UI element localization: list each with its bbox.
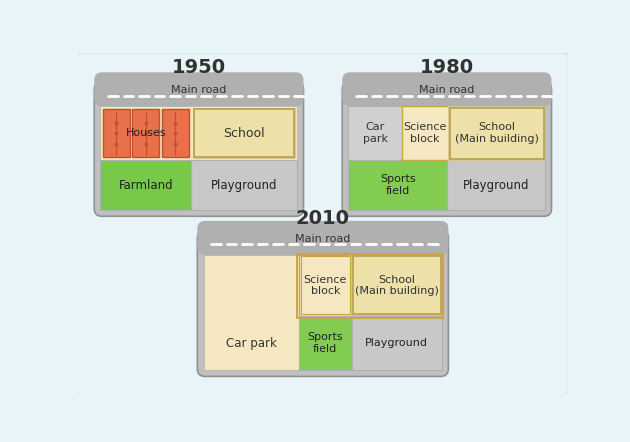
Text: Playground: Playground <box>211 179 277 192</box>
Bar <box>450 108 544 159</box>
Bar <box>348 106 546 210</box>
Text: 1950: 1950 <box>172 58 226 77</box>
FancyBboxPatch shape <box>197 230 449 377</box>
Bar <box>161 109 188 157</box>
FancyBboxPatch shape <box>342 81 551 216</box>
Text: Farmland: Farmland <box>118 179 173 192</box>
Bar <box>447 160 546 210</box>
Text: Car park: Car park <box>226 337 277 350</box>
Bar <box>351 255 442 317</box>
Bar <box>350 81 544 106</box>
Text: School: School <box>224 127 265 140</box>
Bar <box>203 255 299 370</box>
Bar <box>103 109 130 157</box>
Bar <box>301 256 350 314</box>
Bar <box>193 108 295 159</box>
FancyBboxPatch shape <box>94 72 304 106</box>
Bar <box>132 109 159 157</box>
Bar <box>299 255 352 316</box>
FancyBboxPatch shape <box>78 52 568 394</box>
Bar <box>299 316 352 370</box>
Bar <box>100 106 297 210</box>
Bar <box>297 254 443 317</box>
Text: Playground: Playground <box>365 338 428 348</box>
FancyBboxPatch shape <box>197 221 449 255</box>
Bar <box>194 109 294 157</box>
Text: Science
block: Science block <box>404 122 447 144</box>
Bar <box>100 160 191 210</box>
Text: Sports
field: Sports field <box>380 175 415 196</box>
Text: 1980: 1980 <box>420 58 474 77</box>
Text: Main road: Main road <box>171 85 227 95</box>
Text: Main road: Main road <box>295 234 350 244</box>
FancyBboxPatch shape <box>94 81 304 216</box>
Text: 2010: 2010 <box>296 209 350 228</box>
Bar <box>102 81 295 106</box>
Text: Sports
field: Sports field <box>307 332 343 354</box>
Bar <box>191 160 297 210</box>
Bar <box>205 230 440 255</box>
Text: School
(Main building): School (Main building) <box>455 122 539 144</box>
Bar <box>348 106 401 160</box>
Bar <box>203 255 442 370</box>
Bar <box>401 106 449 160</box>
Text: Houses: Houses <box>125 128 166 138</box>
Text: School
(Main building): School (Main building) <box>355 274 439 296</box>
Text: Main road: Main road <box>419 85 474 95</box>
Bar <box>348 160 447 210</box>
Bar <box>353 256 440 314</box>
Bar <box>448 106 546 161</box>
Bar <box>352 316 442 370</box>
Text: Car
park: Car park <box>362 122 387 144</box>
Text: Science
block: Science block <box>304 274 347 296</box>
FancyBboxPatch shape <box>342 72 551 106</box>
Text: Playground: Playground <box>463 179 529 192</box>
